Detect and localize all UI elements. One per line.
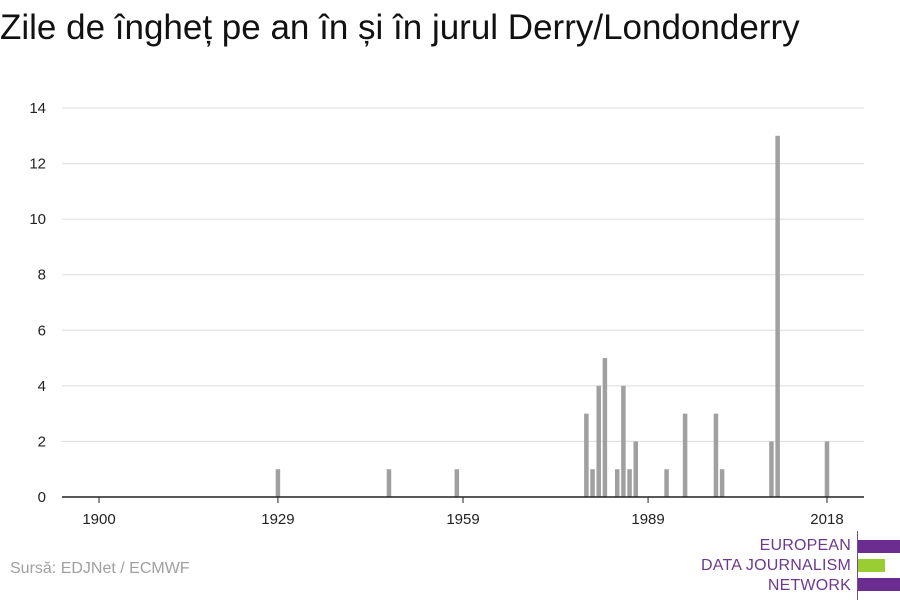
- bar: [275, 469, 281, 497]
- y-tick-label: 14: [29, 100, 46, 117]
- x-tick-labels: 1900 1929 1959 1989 2018: [82, 511, 843, 528]
- y-tick-label: 10: [29, 211, 46, 228]
- bar: [386, 469, 392, 497]
- x-tick-label: 1900: [82, 511, 115, 528]
- bar: [454, 469, 460, 497]
- y-tick-label: 8: [38, 267, 46, 284]
- bar: [719, 469, 725, 497]
- bar: [602, 358, 608, 497]
- y-tick-label: 6: [38, 322, 46, 339]
- y-tick-labels: 0 2 4 6 8 10 12 14: [29, 100, 46, 506]
- bar: [621, 385, 626, 497]
- logo-bar-green: [858, 559, 885, 572]
- y-tick-label: 2: [38, 433, 46, 450]
- logo-bar-purple-bottom: [858, 578, 900, 591]
- bar: [769, 441, 774, 497]
- logo-line-2: DATA JOURNALISM: [701, 557, 851, 574]
- y-tick-label: 4: [38, 378, 46, 395]
- chart-title: Zile de îngheț pe an în și în jurul Derr…: [0, 8, 800, 47]
- edjnet-logo[interactable]: EUROPEAN DATA JOURNALISM NETWORK: [700, 531, 900, 600]
- logo-line-1: EUROPEAN: [759, 537, 851, 554]
- bar: [824, 441, 830, 497]
- bars: [275, 135, 830, 498]
- source-note: Sursă: EDJNet / ECMWF: [10, 560, 190, 577]
- bar: [682, 413, 688, 497]
- x-tick-label: 2018: [810, 511, 843, 528]
- y-tick-label: 12: [29, 156, 46, 173]
- x-tick-label: 1989: [631, 511, 664, 528]
- bar: [596, 385, 601, 497]
- y-tick-label: 0: [38, 489, 46, 506]
- logo-divider: [857, 531, 858, 600]
- logo-line-3: NETWORK: [767, 577, 851, 594]
- axes: [62, 496, 864, 503]
- logo-bar-purple-top: [858, 540, 900, 553]
- bar: [775, 135, 780, 498]
- bar: [627, 469, 632, 497]
- bar: [664, 469, 669, 497]
- bar: [584, 413, 589, 497]
- grid-lines: [62, 107, 864, 442]
- x-tick-label: 1929: [261, 511, 294, 528]
- x-tick-label: 1959: [446, 511, 479, 528]
- bar: [633, 441, 638, 497]
- bar: [614, 469, 620, 497]
- bar: [713, 413, 719, 497]
- bar: [590, 469, 595, 497]
